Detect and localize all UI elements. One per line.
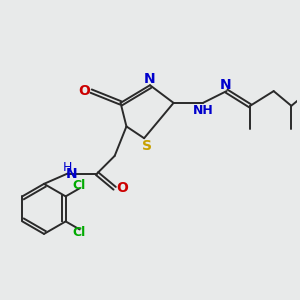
Text: Cl: Cl — [73, 226, 86, 239]
Text: S: S — [142, 139, 152, 153]
Text: N: N — [66, 167, 78, 181]
Text: NH: NH — [193, 104, 213, 117]
Text: H: H — [63, 160, 72, 174]
Text: N: N — [219, 78, 231, 92]
Text: N: N — [144, 72, 156, 86]
Text: O: O — [116, 181, 128, 195]
Text: Cl: Cl — [73, 179, 86, 192]
Text: O: O — [78, 84, 90, 98]
